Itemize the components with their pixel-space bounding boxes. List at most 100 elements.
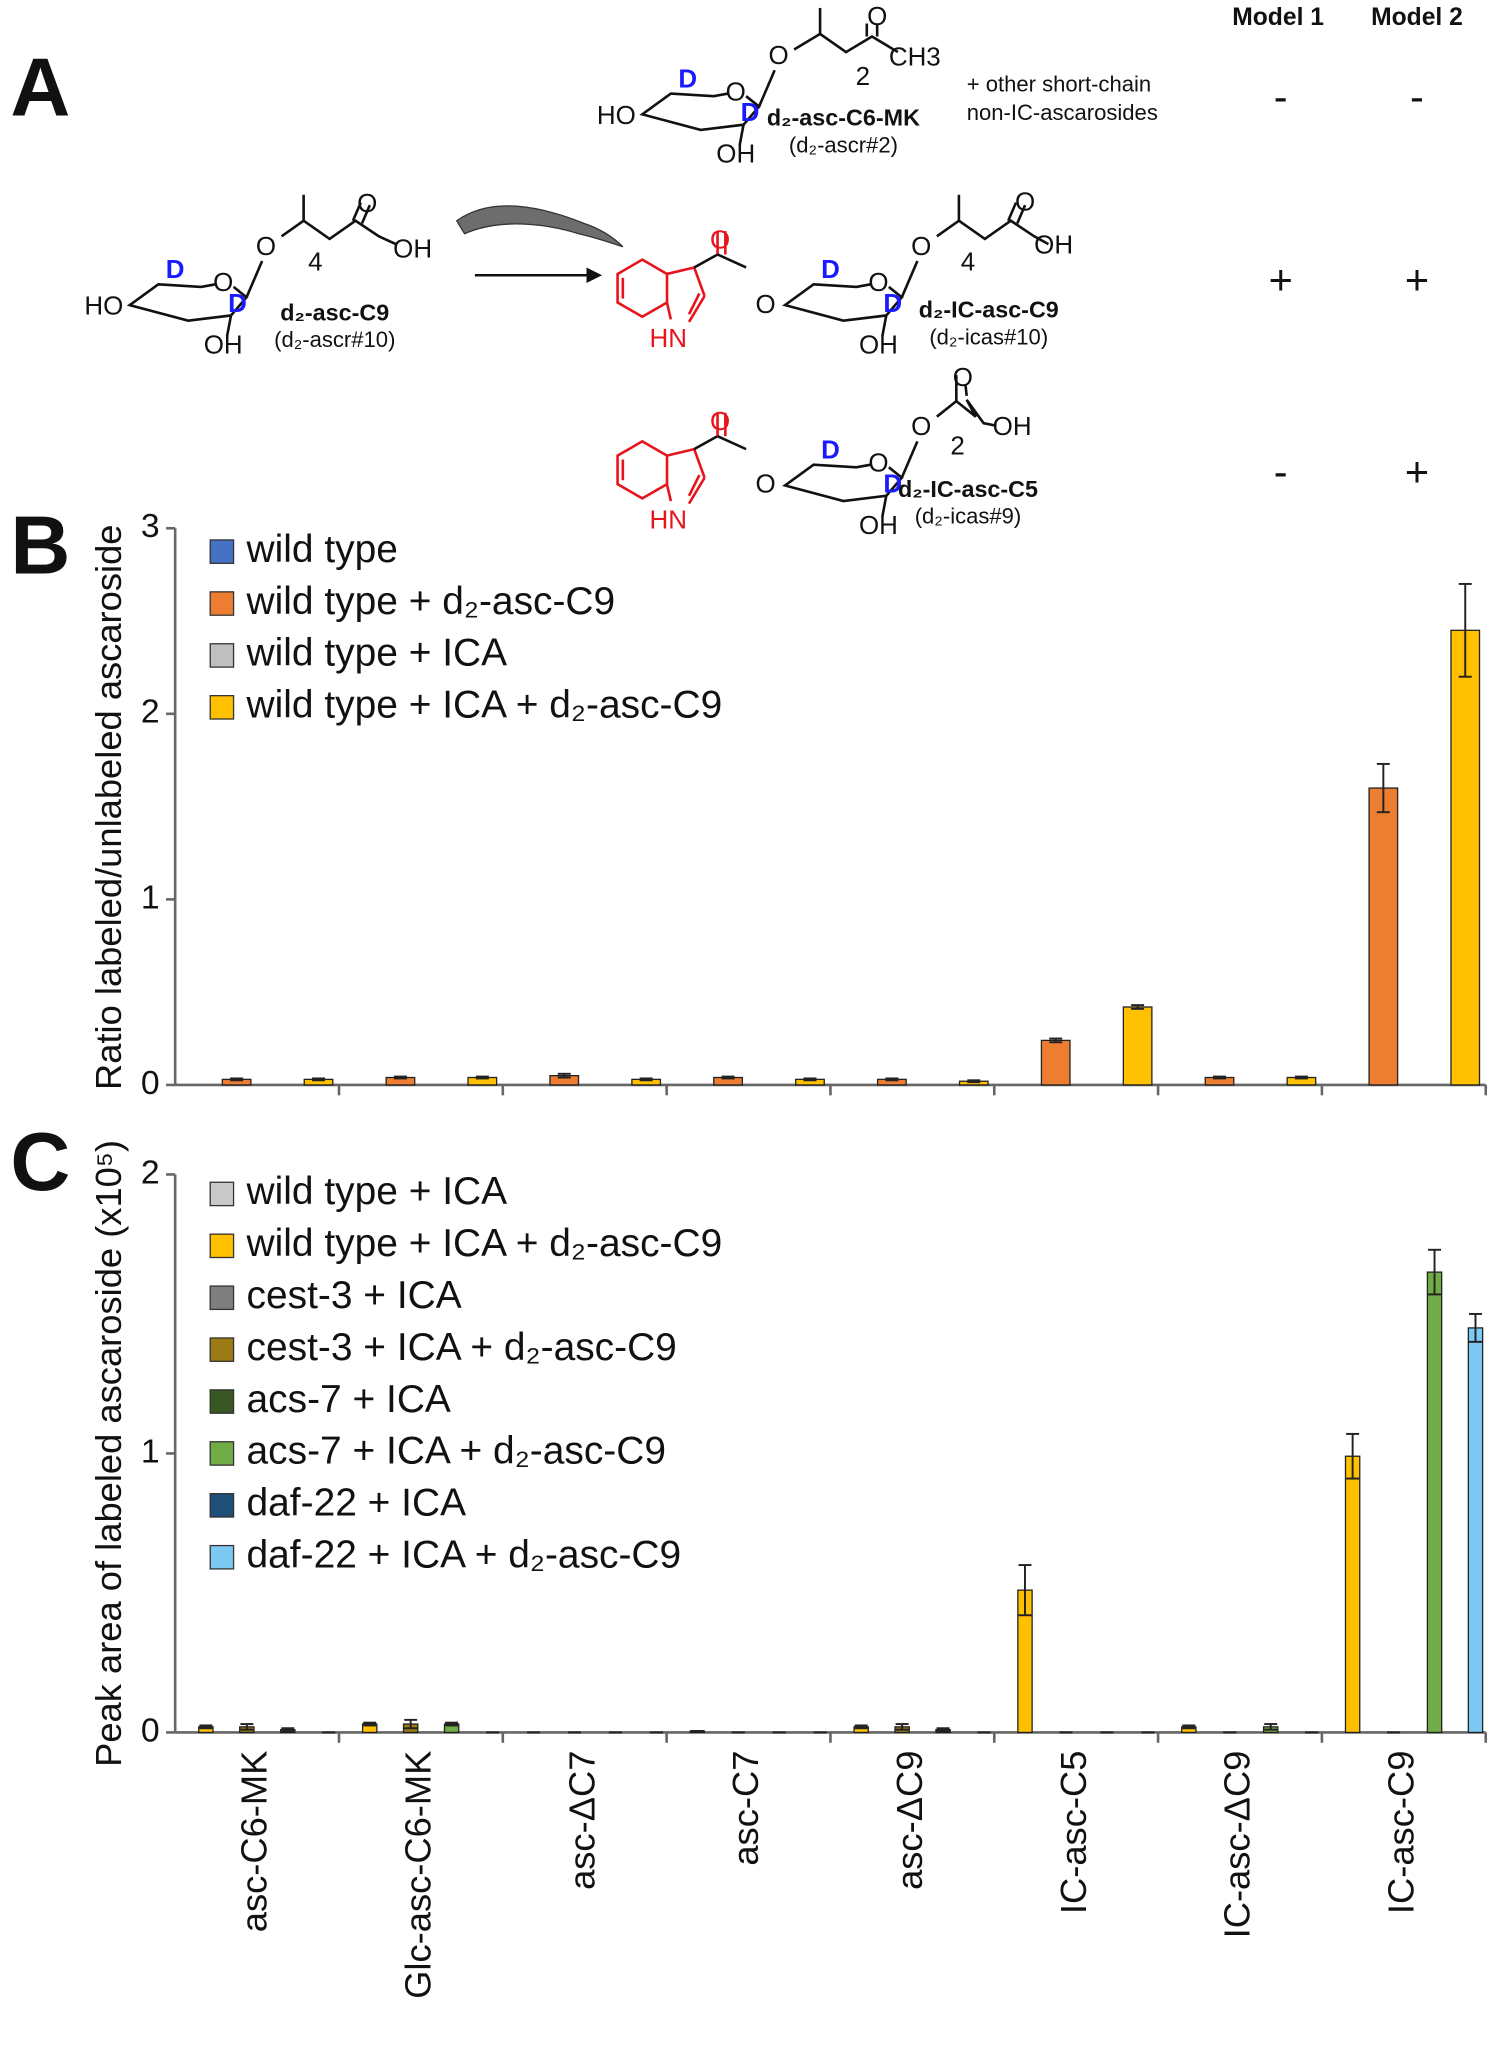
- error-bar: [312, 1077, 326, 1082]
- legend-swatch: [209, 1337, 235, 1362]
- atom-label: O: [357, 190, 377, 218]
- legend-label: wild type + d₂-asc-C9: [246, 580, 616, 623]
- bond: [225, 315, 233, 337]
- atom-label: OH: [204, 331, 243, 359]
- error-bar: [1182, 1724, 1196, 1730]
- panel-label: A: [10, 41, 70, 134]
- error-bar: [475, 1075, 489, 1080]
- bar: [1467, 1327, 1484, 1734]
- model-sign: -: [1274, 448, 1288, 495]
- legend-swatch: [209, 1285, 235, 1311]
- x-tick-label: IC-asc-ΔC9: [1217, 1751, 1258, 1939]
- error-bar: [721, 1075, 735, 1080]
- error-bar: [1131, 1004, 1145, 1010]
- error-bar: [1376, 762, 1390, 814]
- bond: [1016, 204, 1027, 224]
- error-bar: [885, 1077, 899, 1082]
- legend-swatch: [209, 1233, 235, 1259]
- error-bar: [199, 1724, 213, 1730]
- bond: [782, 463, 904, 503]
- legend-label: wild type: [246, 528, 398, 571]
- bond: [1007, 202, 1018, 222]
- bond: [687, 292, 701, 315]
- atom-label: O: [213, 269, 233, 297]
- atom-label: D: [821, 256, 840, 284]
- panel-label: C: [10, 1115, 70, 1208]
- legend-label: daf-22 + ICA + d₂-asc-C9: [247, 1534, 682, 1577]
- atom-label: CH3: [889, 43, 941, 71]
- atom-label: OH: [1034, 232, 1073, 260]
- atom-label: OH: [859, 331, 898, 359]
- error-bar: [393, 1075, 407, 1080]
- atom-label: HN: [650, 325, 687, 353]
- bond: [245, 260, 264, 298]
- error-bar: [230, 1077, 244, 1082]
- error-bar: [1469, 1312, 1482, 1343]
- model-header: Model 1: [1232, 4, 1324, 31]
- legend-label: acs-7 + ICA + d₂-asc-C9: [247, 1430, 666, 1473]
- bond: [738, 124, 745, 146]
- worm-icon: [455, 205, 624, 248]
- bond: [687, 295, 706, 323]
- atom-label: HO: [84, 293, 123, 321]
- arrow-head: [586, 267, 603, 284]
- error-bar: [281, 1727, 295, 1733]
- y-tick-label: 2: [141, 693, 160, 731]
- atom-label: OH: [393, 235, 432, 263]
- error-bar: [967, 1079, 981, 1084]
- bond: [616, 439, 669, 500]
- model-sign: +: [1269, 256, 1293, 303]
- bond: [693, 435, 719, 451]
- bond: [717, 253, 747, 269]
- atom-label: O: [868, 269, 888, 297]
- error-bar: [404, 1718, 418, 1730]
- y-axis-title: Peak area of labeled ascaroside (x10⁵): [88, 1140, 129, 1767]
- bond: [351, 202, 362, 222]
- bond: [717, 434, 747, 451]
- model-header: Model 2: [1371, 4, 1463, 31]
- atom-label: D: [741, 99, 760, 127]
- bar: [1344, 1455, 1361, 1734]
- error-bar: [1264, 1723, 1278, 1731]
- error-bar: [854, 1724, 868, 1730]
- atom-label: O: [911, 233, 931, 261]
- model-sign: -: [1274, 73, 1288, 120]
- compound-name: d₂-IC-asc-C9: [919, 297, 1059, 323]
- bond: [936, 219, 1050, 246]
- compound-alt-name: (d₂-ascr#10): [274, 327, 395, 352]
- atom-label: O: [911, 413, 931, 441]
- legend-swatch: [209, 1389, 235, 1414]
- error-bar: [1213, 1075, 1227, 1080]
- compound-alt-name: (d₂-icas#9): [915, 504, 1022, 529]
- atom-label: O: [953, 364, 973, 392]
- compound-name: d₂-asc-C6-MK: [767, 105, 920, 131]
- atom-label: D: [228, 290, 247, 318]
- compound-name: d₂-IC-asc-C5: [898, 476, 1038, 502]
- atom-label: D: [883, 470, 902, 498]
- atom-label: D: [821, 437, 840, 465]
- bond: [793, 32, 899, 54]
- note: non-IC-ascarosides: [967, 100, 1158, 125]
- legend-label: wild type + ICA + d₂-asc-C9: [246, 684, 723, 727]
- x-tick-label: asc-C6-MK: [234, 1751, 275, 1933]
- atom-label: O: [1015, 189, 1035, 217]
- bond: [126, 283, 249, 322]
- atom-label: O: [755, 291, 775, 319]
- error-bar: [1428, 1248, 1442, 1296]
- model-sign: +: [1405, 256, 1429, 303]
- bar: [1368, 787, 1399, 1086]
- error-bar: [1049, 1037, 1063, 1044]
- y-tick-label: 0: [141, 1711, 160, 1749]
- atom-label: O: [256, 233, 276, 261]
- atom-label: OH: [716, 141, 755, 169]
- legend-label: wild type + ICA: [246, 1170, 508, 1213]
- legend-label: cest-3 + ICA: [247, 1274, 462, 1317]
- y-tick-label: 3: [141, 507, 160, 545]
- legend-swatch: [209, 1544, 235, 1570]
- compound-alt-name: (d₂-ascr#2): [789, 133, 898, 158]
- atom-label: O: [726, 78, 746, 106]
- bond: [687, 476, 706, 505]
- legend-swatch: [209, 591, 235, 616]
- atom-label: O: [768, 42, 788, 70]
- error-bar: [936, 1727, 950, 1733]
